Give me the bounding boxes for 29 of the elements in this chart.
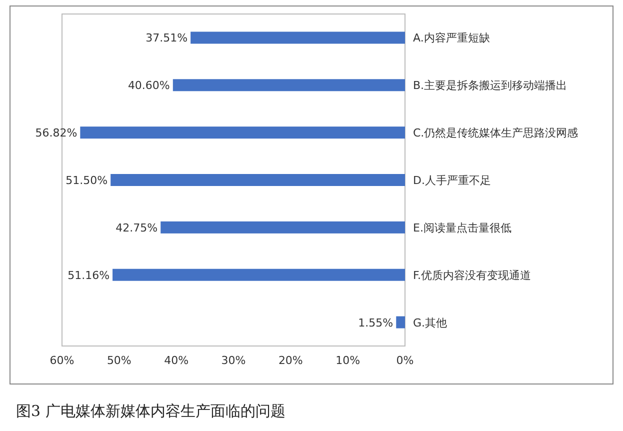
bar	[110, 174, 405, 186]
data-label: 37.51%	[146, 32, 188, 45]
x-tick-label: 20%	[278, 354, 303, 367]
bar	[80, 126, 405, 139]
x-tick-label: 40%	[164, 354, 189, 367]
y-tick-label: C.仍然是传统媒体生产思路没网感	[413, 126, 578, 140]
y-tick-label: A.内容严重短缺	[413, 32, 490, 45]
data-label: 1.55%	[358, 316, 394, 330]
bar	[160, 221, 405, 234]
x-tick-label: 10%	[336, 354, 360, 367]
x-tick-label: 50%	[106, 354, 132, 367]
x-tick-label: 60%	[50, 354, 74, 367]
x-tick-label: 0%	[396, 354, 414, 367]
bar	[396, 316, 405, 328]
data-label: 42.75%	[116, 221, 158, 234]
y-tick-label: G.其他	[413, 316, 448, 330]
y-tick-label: D.人手严重不足	[413, 174, 491, 187]
y-tick-label: F.优质内容没有变现通道	[413, 268, 532, 282]
bar	[112, 268, 405, 281]
bar	[172, 79, 405, 92]
data-label: 51.50%	[66, 174, 108, 187]
data-label: 51.16%	[68, 268, 110, 282]
y-tick-label: E.阅读量点击量很低	[413, 221, 512, 234]
data-label: 40.60%	[128, 79, 170, 92]
text: 图3 广电媒体新媒体内容生产面临的问题	[16, 402, 286, 420]
data-label: 56.82%	[35, 126, 78, 140]
x-tick-label: 30%	[221, 354, 246, 367]
y-tick-label: B.主要是拆条搬运到移动端播出	[413, 79, 568, 92]
bar	[190, 32, 405, 44]
